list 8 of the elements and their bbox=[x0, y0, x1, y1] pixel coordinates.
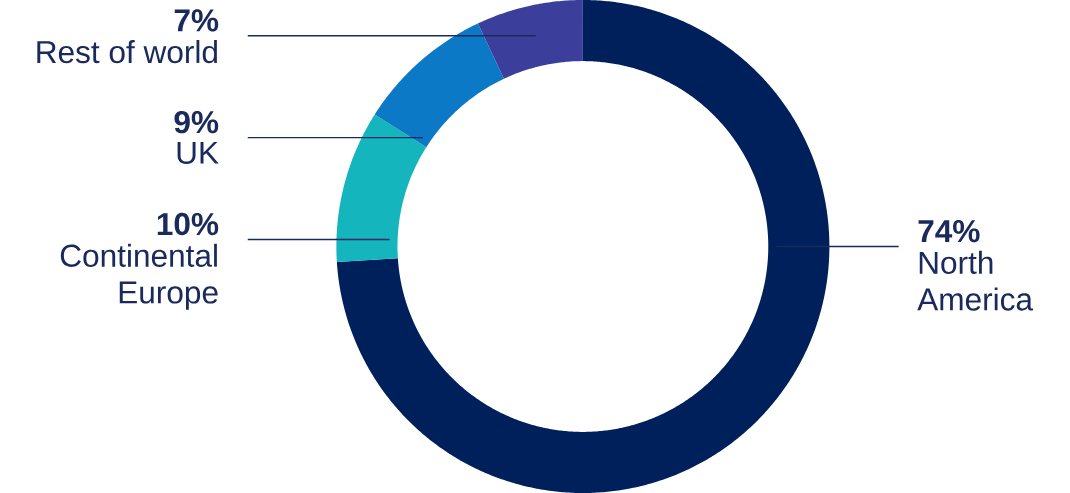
slice-label: North America bbox=[917, 250, 1034, 311]
slice-label: Continental Europe bbox=[60, 243, 218, 310]
slice-label: UK bbox=[177, 141, 219, 164]
data-label: 10% bbox=[157, 212, 219, 236]
data-label: 9% bbox=[174, 110, 219, 134]
slice-label: Rest of world bbox=[37, 40, 217, 64]
data-label: 74% bbox=[918, 220, 980, 243]
data-label: 7% bbox=[174, 9, 219, 32]
